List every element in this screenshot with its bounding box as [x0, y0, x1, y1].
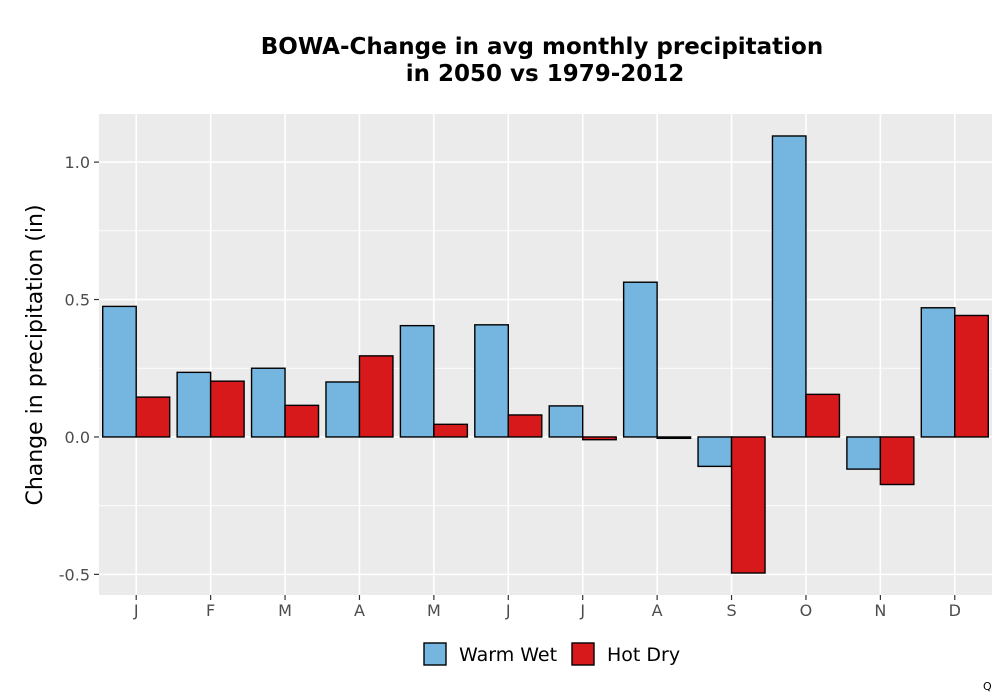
legend-key-warm-wet [423, 642, 447, 666]
bar-warm-wet [250, 367, 286, 438]
bar-hot-dry [135, 396, 171, 438]
bar-hot-dry [284, 404, 320, 438]
legend-key-hot-dry [571, 642, 595, 666]
bar-hot-dry [358, 355, 394, 438]
bar-hot-dry [656, 436, 692, 440]
bar-hot-dry [730, 436, 766, 574]
x-tick-label: J [579, 601, 585, 620]
x-tick-label: M [278, 601, 292, 620]
bar-hot-dry [209, 380, 245, 438]
bar-warm-wet [548, 405, 584, 438]
bar-hot-dry [879, 436, 915, 486]
plot-area: -0.5 0.0 0.5 1.0 J F M A M J J A S O N D [59, 114, 992, 620]
x-tick-label: N [874, 601, 886, 620]
corner-mark: Q [983, 680, 992, 693]
panel-background [99, 114, 992, 595]
x-tick-label: A [652, 601, 663, 620]
x-tick-label: S [726, 601, 736, 620]
x-tick-label: A [354, 601, 365, 620]
bar-warm-wet [920, 307, 956, 438]
bar-warm-wet [474, 324, 509, 438]
x-tick-label: F [206, 601, 215, 620]
legend: Warm Wet Hot Dry [423, 642, 680, 666]
x-tick-label: J [505, 601, 511, 620]
x-tick-label: D [949, 601, 961, 620]
legend-label-hot-dry: Hot Dry [607, 644, 680, 666]
bar-hot-dry [433, 423, 469, 438]
x-tick-label: M [427, 601, 441, 620]
x-tick-label: O [800, 601, 813, 620]
bar-hot-dry [507, 414, 543, 438]
bar-warm-wet [102, 305, 137, 438]
y-tick-label: 0.0 [65, 428, 90, 447]
y-tick-label: 1.0 [65, 153, 90, 172]
bar-warm-wet [325, 381, 361, 438]
bar-warm-wet [622, 281, 658, 438]
bar-hot-dry [954, 314, 989, 438]
y-tick-label: -0.5 [59, 565, 90, 584]
y-tick-label: 0.5 [65, 291, 90, 310]
bar-warm-wet [697, 436, 733, 468]
bar-warm-wet [399, 324, 435, 438]
bar-hot-dry [805, 393, 841, 438]
y-axis-title: Change in precipitation (in) [23, 204, 48, 505]
bar-warm-wet [846, 436, 882, 470]
bar-warm-wet [176, 371, 212, 438]
chart-title-line-2: in 2050 vs 1979-2012 [406, 61, 685, 87]
bar-hot-dry [582, 436, 617, 441]
x-tick-label: J [133, 601, 139, 620]
bar-warm-wet [771, 135, 807, 438]
chart-title-line-1: BOWA-Change in avg monthly precipitation [261, 34, 823, 60]
legend-label-warm-wet: Warm Wet [459, 644, 557, 666]
